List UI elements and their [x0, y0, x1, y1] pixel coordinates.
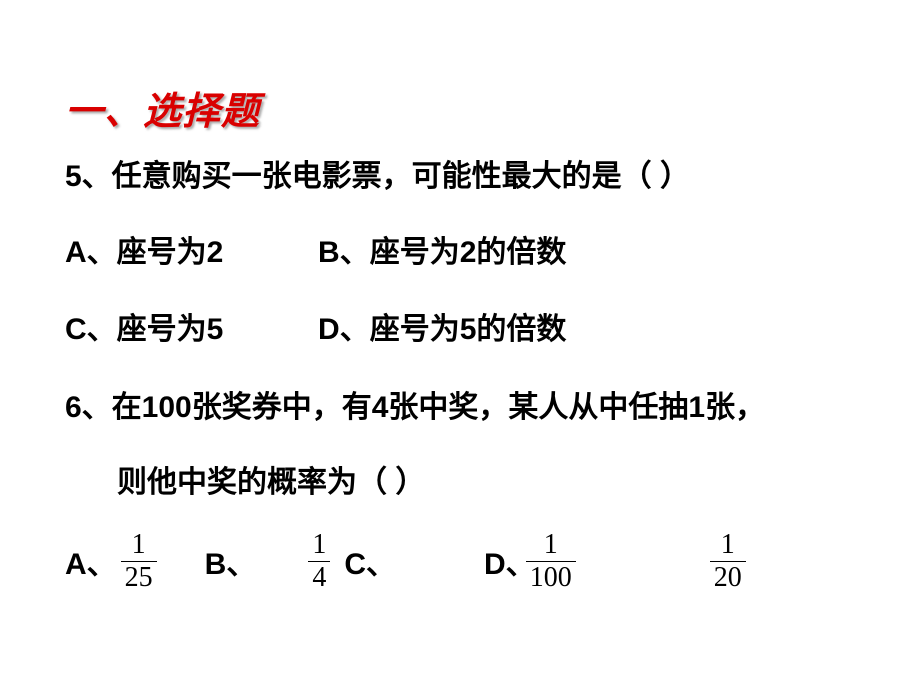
- fraction-numerator: 1: [717, 531, 739, 561]
- fraction-numerator: 1: [540, 531, 562, 561]
- section-title: 一、选择题: [65, 80, 870, 135]
- fraction-numerator: 1: [308, 531, 330, 561]
- q5-option-b: B、座号为2的倍数: [318, 236, 566, 269]
- q5-option-d: D、座号为5的倍数: [318, 313, 566, 346]
- fraction-numerator: 1: [128, 531, 150, 561]
- fraction-denominator: 25: [121, 561, 157, 592]
- fraction-denominator: 100: [526, 561, 576, 592]
- q6-fraction-a: 1 25: [121, 531, 157, 592]
- q6-option-b-label: B、: [205, 539, 257, 583]
- slide: 一、选择题 5、任意购买一张电影票，可能性最大的是（ ） A、座号为2 B、座号…: [0, 0, 920, 690]
- fraction-denominator: 4: [308, 561, 330, 592]
- q6-stem-line1: 6、在100张奖券中，有4张中奖，某人从中任抽1张，: [65, 386, 870, 430]
- q6-option-c-label: C、: [344, 539, 396, 583]
- q6-fraction-d: 1 20: [710, 531, 746, 592]
- q5-options-row2: C、座号为5 D、座号为5的倍数: [65, 308, 870, 352]
- fraction-denominator: 20: [710, 561, 746, 592]
- q6-fraction-b: 1 4: [308, 531, 330, 592]
- q6-options-row: A、 1 25 B、 1 4 C、 D、 1 100 1 20: [65, 531, 870, 592]
- q6-stem-line2: 则他中奖的概率为（ ）: [65, 461, 870, 505]
- q6-fraction-c: 1 100: [526, 531, 576, 592]
- q6-option-a-label: A、: [65, 539, 117, 583]
- q5-option-a: A、座号为2: [65, 236, 223, 269]
- q5-stem: 5、任意购买一张电影票，可能性最大的是（ ）: [65, 155, 870, 199]
- q5-option-c: C、座号为5: [65, 313, 223, 346]
- q5-options-row1: A、座号为2 B、座号为2的倍数: [65, 231, 870, 275]
